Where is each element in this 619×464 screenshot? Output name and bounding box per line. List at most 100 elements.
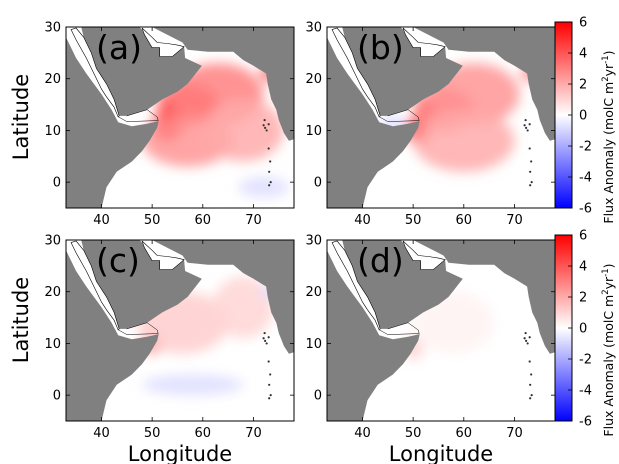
island-dot — [526, 342, 529, 345]
gulf-of-aden-coast — [118, 109, 159, 122]
panel-letter: (b) — [357, 28, 404, 67]
x-tick-label: 50 — [405, 213, 422, 228]
x-tick-label: 40 — [93, 426, 110, 441]
persian-gulf — [141, 240, 185, 270]
island-dot — [268, 397, 271, 400]
island-dot — [530, 373, 533, 376]
land-asia — [403, 240, 555, 354]
gulf-of-aden-coast — [118, 322, 159, 335]
island-dot — [529, 184, 532, 187]
red-sea — [70, 240, 120, 331]
island-dot — [268, 184, 271, 187]
y-tick-label: 10 — [305, 124, 322, 139]
island-dot — [528, 123, 531, 126]
island-dot — [530, 394, 533, 397]
anomaly-blob-4 — [413, 109, 515, 172]
gulf-of-aden-coast — [379, 322, 420, 335]
colorbar-label: Flux Anomaly (molC m2yr-1) — [601, 50, 616, 223]
island-dot — [267, 360, 270, 363]
x-tick-label: 50 — [405, 426, 422, 441]
x-tick-label: 60 — [195, 213, 212, 228]
colorbar-tick-label: -6 — [579, 415, 592, 430]
red-sea — [331, 27, 381, 118]
island-dot — [265, 129, 268, 132]
colorbar-1: 6 4 2 0 -2 -4 -6 Flux Anomaly (molC m2yr-1) — [554, 16, 616, 224]
island-dot — [525, 339, 528, 342]
y-tick-label: 30 — [305, 21, 322, 36]
persian-gulf — [402, 240, 446, 270]
panel-letter: (a) — [96, 28, 142, 67]
colorbar-tick-label: 0 — [579, 322, 587, 337]
y-tick-label: 30 — [44, 21, 61, 36]
panel-1: 40 50 60 70 0 10 20 30 (a) — [44, 21, 295, 228]
island-dot — [268, 170, 271, 173]
island-dot — [269, 394, 272, 397]
xlabel-right: Longitude — [389, 442, 493, 464]
island-dot — [262, 337, 265, 340]
island-dot — [269, 373, 272, 376]
y-tick-label: 20 — [305, 285, 322, 300]
anomaly-blob-2 — [413, 291, 495, 354]
x-tick-label: 60 — [456, 213, 473, 228]
gulf-of-aden-coast — [379, 109, 420, 122]
anomaly-blob-7 — [238, 176, 289, 198]
land-africa — [66, 27, 159, 208]
red-sea — [331, 240, 381, 331]
y-tick-label: 30 — [305, 234, 322, 249]
land-asia — [403, 27, 555, 141]
anomaly-blob-3 — [212, 276, 274, 339]
colorbar-tick-label: -4 — [579, 384, 592, 399]
island-dot — [264, 339, 267, 342]
island-dot — [530, 181, 533, 184]
island-dot — [524, 331, 527, 335]
persian-gulf — [141, 27, 185, 57]
land-africa — [327, 27, 420, 208]
island-dot — [523, 337, 526, 340]
x-tick-label: 70 — [245, 426, 262, 441]
panel-frame — [65, 26, 295, 209]
colorbar-tick-label: -2 — [579, 353, 592, 368]
island-dot — [526, 129, 529, 132]
colorbar-tick-label: 4 — [579, 260, 587, 275]
colorbar-tick-label: -4 — [579, 171, 592, 186]
y-tick-label: 0 — [314, 176, 322, 191]
panel-2: 40 50 60 70 0 10 20 30 (b) — [305, 21, 556, 228]
x-tick-label: 60 — [195, 426, 212, 441]
y-tick-label: 20 — [44, 72, 61, 87]
persian-gulf — [402, 27, 446, 57]
y-tick-label: 20 — [305, 72, 322, 87]
island-dot — [263, 331, 266, 335]
island-dot — [267, 336, 270, 339]
panels: 40 50 60 70 0 10 20 30 (a) 40 50 60 70 0 10 20 30 (b) 40 50… — [44, 21, 556, 441]
y-tick-label: 10 — [44, 124, 61, 139]
island-dot — [524, 118, 527, 122]
colorbar-tick-label: 6 — [579, 229, 587, 244]
x-tick-label: 40 — [354, 426, 371, 441]
island-dot — [269, 181, 272, 184]
y-tick-label: 0 — [53, 389, 61, 404]
x-tick-label: 70 — [506, 426, 523, 441]
colorbar-tick-label: -2 — [579, 140, 592, 155]
island-dot — [523, 124, 526, 127]
panel-frame — [65, 239, 295, 422]
island-dot — [529, 397, 532, 400]
x-tick-label: 60 — [456, 426, 473, 441]
island-dot — [268, 383, 271, 386]
land-africa — [327, 240, 420, 421]
panel-3: 40 50 60 70 0 10 20 30 (c) — [44, 234, 295, 441]
y-tick-label: 10 — [44, 337, 61, 352]
colorbars: 6 4 2 0 -2 -4 -6 Flux Anomaly (molC m2yr-1) 6 4 2 0… — [554, 16, 616, 437]
panel-letter: (d) — [357, 241, 404, 280]
colorbar-tick-label: 0 — [579, 109, 587, 124]
ylabel-top: Latitude — [9, 74, 33, 160]
island-dot — [265, 342, 268, 345]
island-dot — [528, 360, 531, 363]
panel-4: 40 50 60 70 0 10 20 30 (d) — [305, 234, 556, 441]
y-tick-label: 0 — [314, 389, 322, 404]
island-dot — [262, 124, 265, 127]
colorbar-tick-label: 2 — [579, 78, 587, 93]
colorbar-2: 6 4 2 0 -2 -4 -6 Flux Anomaly (molC m2yr-1) — [554, 229, 616, 437]
y-tick-label: 10 — [305, 337, 322, 352]
land-asia — [142, 240, 294, 354]
